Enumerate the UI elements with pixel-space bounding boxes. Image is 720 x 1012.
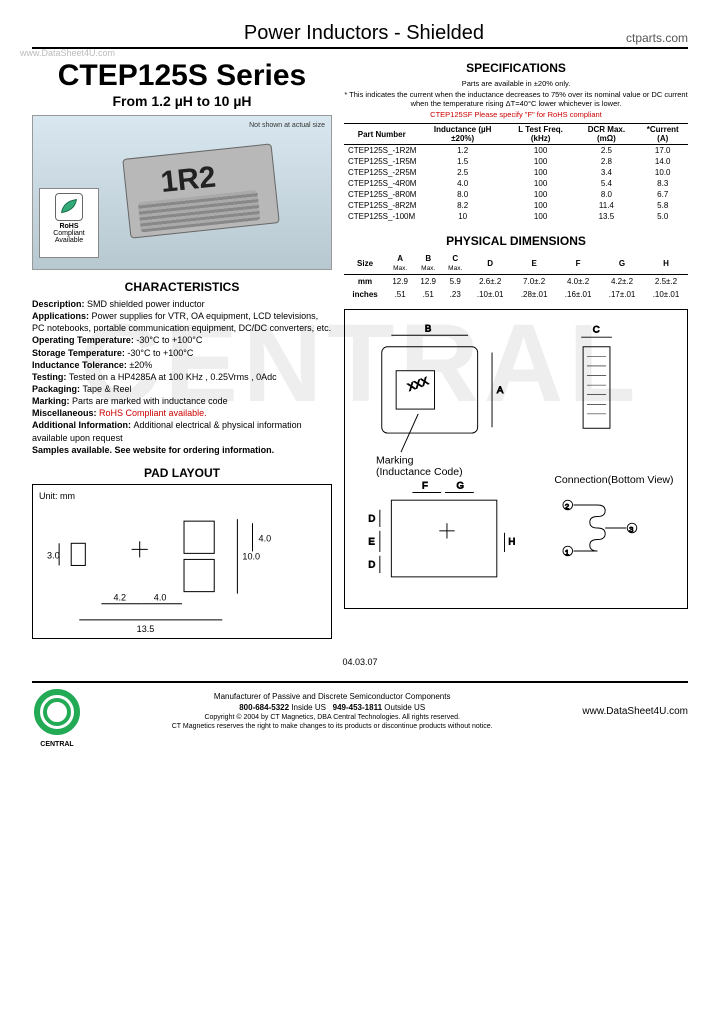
svg-text:4.2: 4.2 [114, 593, 127, 603]
samples-note: Samples available. See website for order… [32, 444, 332, 456]
char-item: Applications: Power supplies for VTR, OA… [32, 310, 332, 334]
pad-layout-heading: PAD LAYOUT [32, 466, 332, 480]
svg-text:13.5: 13.5 [137, 624, 155, 634]
char-item: Inductance Tolerance: ±20% [32, 359, 332, 371]
footer-logo-text: CENTRAL [32, 740, 82, 749]
svg-text:F: F [422, 481, 428, 492]
footer-phone2: 949-453-1811 [333, 703, 382, 712]
spec-row: CTEP125S_-1R5M1.51002.814.0 [344, 156, 688, 167]
char-item: Description: SMD shielded power inductor [32, 298, 332, 310]
svg-text:1: 1 [565, 548, 569, 557]
spec-row: CTEP125S_-100M1010013.55.0 [344, 211, 688, 222]
char-item: Packaging: Tape & Reel [32, 383, 332, 395]
dim-row: mm12.912.95.92.6±.27.0±.24.0±.24.2±.22.5… [344, 275, 688, 289]
dimension-diagram: XXX B A C Marking (Inductance Code) [344, 309, 688, 609]
svg-text:D: D [368, 513, 375, 524]
leaf-icon [55, 193, 83, 221]
char-item: Operating Temperature: -30°C to +100°C [32, 334, 332, 346]
header-site: ctparts.com [626, 31, 688, 45]
dimensions-table: SizeAMax.BMax.CMax.DEFGHmm12.912.95.92.6… [344, 252, 688, 301]
spec-col: DCR Max. (mΩ) [575, 124, 637, 145]
header-title: Power Inductors - Shielded [102, 22, 626, 45]
svg-text:H: H [508, 536, 515, 547]
dim-col: H [644, 252, 688, 275]
dim-col: CMax. [442, 252, 468, 275]
footer-logo-icon: CENTRAL [32, 687, 82, 737]
svg-text:G: G [457, 481, 464, 492]
char-item: Storage Temperature: -30°C to +100°C [32, 347, 332, 359]
char-item: Additional Information: Additional elect… [32, 419, 332, 443]
spec-note2: * This indicates the current when the in… [344, 90, 688, 108]
specs-heading: SPECIFICATIONS [344, 61, 688, 75]
dim-col: E [512, 252, 556, 275]
footer-disc: CT Magnetics reserves the right to make … [82, 722, 582, 731]
svg-text:Connection(Bottom View): Connection(Bottom View) [554, 474, 673, 486]
spec-row: CTEP125S_-2R5M2.51003.410.0 [344, 167, 688, 178]
dim-col: D [468, 252, 512, 275]
dim-col: G [600, 252, 644, 275]
characteristics-list: Description: SMD shielded power inductor… [32, 298, 332, 456]
footer-loc2: Outside US [384, 703, 425, 712]
not-shown-label: Not shown at actual size [249, 122, 325, 129]
dim-col: BMax. [414, 252, 442, 275]
spec-col: L Test Freq. (kHz) [506, 124, 576, 145]
spec-red: CTEP125SF Please specify "F" for RoHS co… [344, 110, 688, 119]
svg-text:A: A [497, 385, 504, 396]
svg-text:4.0: 4.0 [259, 533, 272, 543]
footer-url: www.DataSheet4U.com [582, 705, 688, 718]
page-footer: CENTRAL Manufacturer of Passive and Disc… [32, 681, 688, 737]
spec-col: Part Number [344, 124, 419, 145]
footer-date: 04.03.07 [32, 657, 688, 667]
page-header: Power Inductors - Shielded ctparts.com [32, 22, 688, 49]
svg-text:D: D [368, 559, 375, 570]
footer-loc1: Inside US [291, 703, 326, 712]
svg-text:3: 3 [629, 525, 633, 534]
watermark-url: www.DataSheet4U.com [20, 48, 115, 58]
svg-text:3.0: 3.0 [47, 550, 60, 560]
svg-text:4.0: 4.0 [154, 593, 167, 603]
svg-text:Marking: Marking [376, 455, 414, 467]
spec-col: *Current (A) [637, 124, 688, 145]
spec-row: CTEP125S_-1R2M1.21002.517.0 [344, 145, 688, 157]
svg-text:C: C [593, 324, 600, 335]
spec-col: Inductance (µH ±20%) [419, 124, 505, 145]
char-item: Miscellaneous: RoHS Compliant available. [32, 407, 332, 419]
pad-unit: Unit: mm [39, 491, 75, 501]
char-item: Marking: Parts are marked with inductanc… [32, 395, 332, 407]
series-range: From 1.2 µH to 10 µH [32, 93, 332, 109]
rohs-text-1: RoHS [59, 223, 78, 230]
char-item: Testing: Tested on a HP4285A at 100 KHz … [32, 371, 332, 383]
dim-col: F [556, 252, 600, 275]
spec-row: CTEP125S_-8R2M8.210011.45.8 [344, 200, 688, 211]
product-image: Not shown at actual size RoHS Compliant … [32, 115, 332, 270]
dim-row: inches.51.51.23.10±.01.28±.01.16±.01.17±… [344, 288, 688, 301]
svg-text:2: 2 [565, 502, 569, 511]
rohs-badge: RoHS Compliant Available [39, 188, 99, 258]
rohs-text-2: Compliant [53, 230, 85, 237]
svg-text:E: E [368, 536, 374, 547]
dim-size: Size [344, 252, 386, 275]
dimensions-heading: PHYSICAL DIMENSIONS [344, 234, 688, 248]
spec-table: Part NumberInductance (µH ±20%)L Test Fr… [344, 123, 688, 222]
svg-text:B: B [425, 323, 431, 334]
footer-phone1: 800-684-5322 [239, 703, 289, 712]
spec-row: CTEP125S_-4R0M4.01005.48.3 [344, 178, 688, 189]
svg-text:(Inductance Code): (Inductance Code) [376, 466, 463, 478]
characteristics-heading: CHARACTERISTICS [32, 280, 332, 294]
chip-marking: 1R2 [159, 160, 217, 200]
rohs-text-3: Available [55, 237, 83, 244]
spec-row: CTEP125S_-8R0M8.01008.06.7 [344, 189, 688, 200]
svg-text:10.0: 10.0 [242, 551, 260, 561]
spec-note1: Parts are available in ±20% only. [344, 79, 688, 88]
footer-copy: Copyright © 2004 by CT Magnetics, DBA Ce… [82, 713, 582, 722]
series-name: CTEP125S Series [32, 59, 332, 93]
dim-col: AMax. [386, 252, 414, 275]
footer-line1: Manufacturer of Passive and Discrete Sem… [82, 692, 582, 702]
pad-layout-diagram: Unit: mm 3.0 4.2 4.0 [32, 484, 332, 639]
